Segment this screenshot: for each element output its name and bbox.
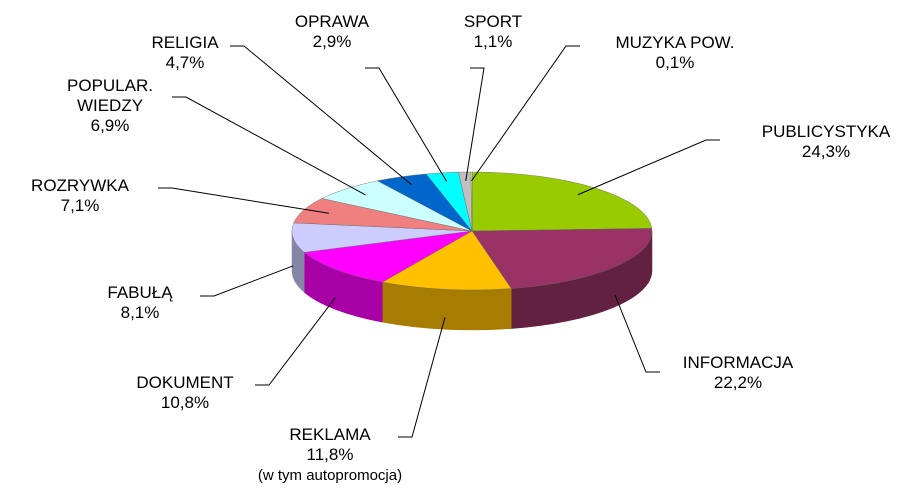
value-label: 11,8% [306, 445, 354, 464]
value-label: 4,7% [165, 53, 205, 72]
slice-label: DOKUMENT 10,8% [136, 373, 233, 413]
slice [470, 171, 473, 232]
category: REKLAMA [289, 425, 371, 444]
value-label: 24,3% [801, 142, 851, 161]
leader-line [614, 294, 660, 373]
leader-line [398, 317, 446, 438]
category: ROZRYWKA [31, 176, 129, 195]
leader-line [365, 67, 448, 182]
value-label: 10,8% [160, 393, 210, 412]
leader-line [158, 187, 329, 214]
slice-label: OPRAWA 2,9% [295, 12, 369, 52]
slice [471, 171, 653, 232]
category: MUZYKA POW. [615, 33, 735, 52]
slice-label: MUZYKA POW. 0,1% [615, 33, 734, 73]
leader-line [465, 67, 485, 181]
slice [291, 222, 473, 253]
slice [381, 230, 512, 291]
leader-line [172, 96, 366, 196]
value-label: 6,9% [90, 116, 130, 135]
category: PUBLICYSTYKA [761, 122, 891, 141]
slice [303, 230, 473, 283]
leader-line [255, 297, 336, 386]
leader-line [471, 45, 580, 182]
slice-label: REKLAMA 11,8% [289, 425, 370, 465]
value-label: 22,2% [713, 373, 763, 392]
slice [471, 228, 653, 289]
slice-label: INFORMACJA 22,2% [683, 353, 794, 393]
value-label: 7,1% [60, 196, 100, 215]
slice-label: POPULAR. WIEDZY 6,9% [67, 76, 153, 136]
slice-label: FABUŁĄ 8,1% [107, 283, 172, 323]
annotation: (w tym autopromocja) [257, 467, 403, 484]
slice-label: ROZRYWKA 7,1% [31, 176, 129, 216]
category: RELIGIA [151, 33, 219, 52]
value-label: 0,1% [655, 53, 695, 72]
slice-label: PUBLICYSTYKA 24,3% [762, 122, 891, 162]
slice-label: SPORT 1,1% [464, 12, 522, 52]
category: OPRAWA [294, 12, 370, 31]
slice-label: RELIGIA 4,7% [151, 33, 218, 73]
leader-line [230, 45, 412, 186]
category: POPULAR. WIEDZY [67, 76, 153, 115]
category: SPORT [463, 12, 523, 31]
category: FABUŁĄ [107, 283, 173, 302]
category: INFORMACJA [682, 353, 794, 372]
value-label: 2,9% [312, 32, 352, 51]
category: DOKUMENT [136, 373, 234, 392]
value-label: 8,1% [120, 303, 160, 322]
value-label: 1,1% [473, 32, 513, 51]
leader-line [577, 139, 720, 196]
leader-line [200, 265, 294, 297]
